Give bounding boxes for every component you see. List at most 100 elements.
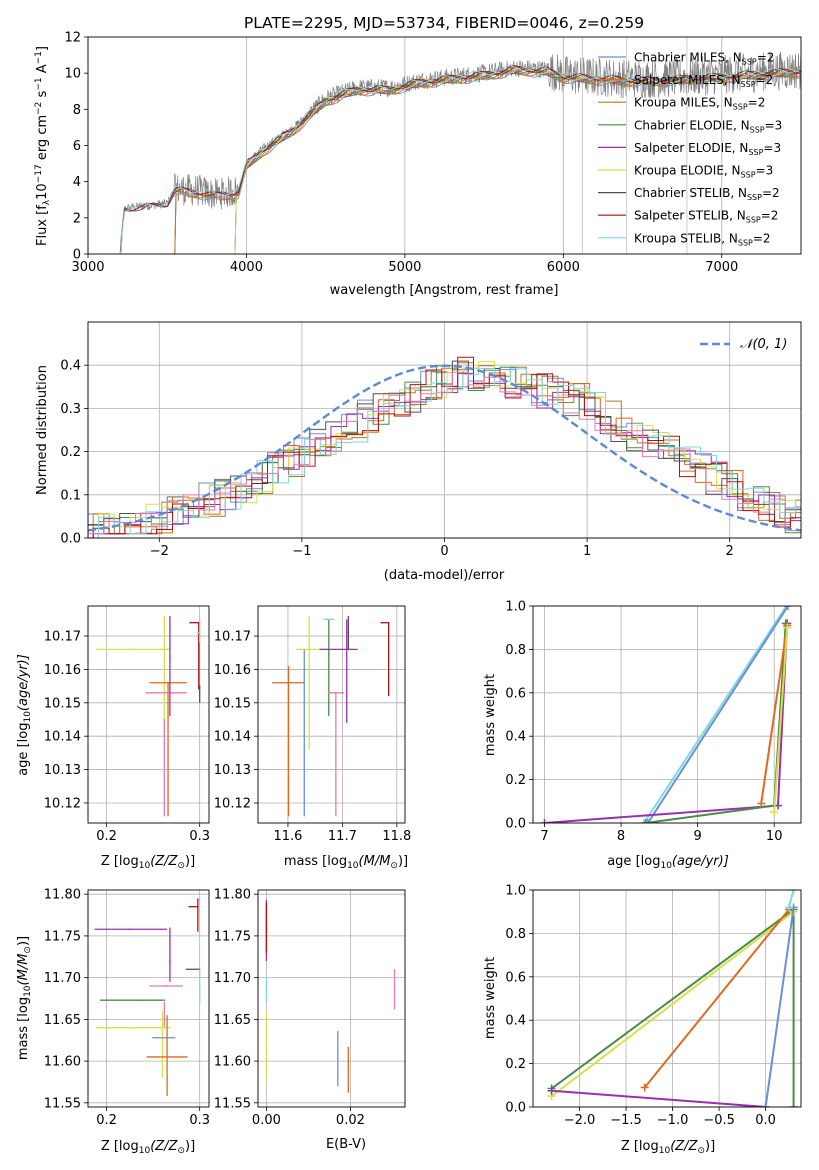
plot-area (547, 890, 798, 1107)
x-tick-label: 0.3 (189, 829, 210, 844)
residual-histogram-salpeter_elodie (92, 372, 801, 538)
y-tick-label: 11.55 (44, 1096, 81, 1111)
legend-label-post: =3 (765, 118, 783, 132)
data-point (265, 1043, 268, 1046)
plot-area (265, 900, 396, 1093)
spectrum-title: PLATE=2295, MJD=53734, FIBERID=0046, z=0… (244, 14, 644, 32)
y-tick-label: 10.14 (214, 730, 251, 745)
legend-label-sub: SSP (747, 193, 762, 202)
data-point (287, 681, 290, 684)
x-tick-label: 0.02 (336, 1113, 365, 1128)
mass-weight-line-salpeter_miles (643, 908, 790, 1089)
y-tick-label: 11.80 (44, 888, 81, 903)
data-point (169, 960, 171, 962)
data-point (129, 928, 131, 931)
y-tick-label: 11.60 (44, 1055, 81, 1070)
x-tick-label: −1 (292, 544, 311, 559)
x-tick-label: 2 (726, 544, 734, 559)
legend-label: Salpeter STELIB, NSSP=2 (634, 209, 778, 225)
mass-weight-marker (761, 1103, 770, 1107)
y-tick-label: 10.14 (44, 730, 81, 745)
x-tick-label: −1.0 (657, 1113, 689, 1128)
mwAge-ylabel: mass weight (483, 674, 498, 756)
x-tick-label: 5000 (388, 260, 421, 275)
data-point (198, 685, 201, 687)
axes-frame (87, 889, 210, 1108)
mass-weight-line-kroupa_elodie (550, 910, 795, 1097)
mass-weight-line-kroupa_elodie (773, 627, 789, 813)
y-tick-label: 0 (73, 248, 81, 263)
residual-histogram-salpeter_stelib (92, 356, 801, 538)
x-tick-label: 6000 (547, 260, 580, 275)
ageZ-xlabel: Z [log10(Z/Z⊙)] (101, 854, 195, 871)
mass-weight-line-kroupa_stelib (643, 606, 788, 823)
massZ-xlabel: Z [log10(Z/Z⊙)] (101, 1139, 195, 1156)
x-tick-label: −2 (150, 544, 169, 559)
y-tick-label: 0.6 (505, 970, 526, 985)
legend-label-sub: SSP (741, 80, 756, 89)
y-tick-label: 0.8 (505, 643, 526, 658)
axes-frame (87, 36, 802, 255)
plot-area (272, 616, 390, 817)
axes-frame (87, 321, 802, 539)
legend-label-sub: SSP (748, 148, 763, 157)
data-point (198, 993, 201, 996)
legend-label: Chabrier ELODIE, NSSP=3 (634, 118, 782, 134)
spectrum-plot: 3000 4000 5000 6000 7000 0 2 4 6 8 10 12 Chabrier MI… (64, 31, 802, 275)
y-tick-label: 10.12 (214, 796, 251, 811)
data-point (163, 648, 166, 651)
mass-weight-marker (640, 819, 649, 823)
data-point (265, 943, 268, 946)
mass-weight-marker (540, 819, 549, 823)
y-tick-label: 0.2 (60, 445, 81, 460)
legend-label-sub: SSP (741, 171, 756, 180)
mass-weight-marker (547, 1086, 556, 1095)
mass-weight-marker (640, 1083, 649, 1092)
y-tick-label: 1.0 (505, 600, 526, 615)
legend-label-post: =2 (756, 73, 774, 87)
y-tick-label: 0.6 (505, 686, 526, 701)
x-tick-label: 11.8 (382, 829, 411, 844)
x-tick-label: 11.6 (273, 829, 302, 844)
legend-label: Kroupa MILES, NSSP=2 (634, 96, 765, 112)
x-tick-label: 9 (693, 829, 701, 844)
x-tick-label: −1.5 (610, 1113, 642, 1128)
y-tick-label: 11.65 (214, 1013, 251, 1028)
x-tick-label: 7 (540, 829, 548, 844)
legend-label: Kroupa ELODIE, NSSP=3 (634, 164, 773, 180)
plot-area (96, 616, 201, 817)
data-point (165, 692, 167, 694)
legend-label-sub: SSP (742, 58, 757, 67)
data-point (161, 1026, 164, 1029)
legend-label-pre: Salpeter MILES, N (634, 73, 741, 87)
ageM-xlabel: mass [log10(M/M⊙)] (284, 854, 408, 871)
x-tick-label: 0 (440, 544, 448, 559)
spectrum-model-chabrier_stelib (119, 65, 801, 254)
legend-label-sub: SSP (738, 238, 753, 247)
data-point (132, 1026, 135, 1029)
y-tick-label: 0.4 (505, 1014, 526, 1029)
y-tick-label: 10.12 (44, 796, 81, 811)
y-tick-label: 8 (73, 103, 81, 118)
x-tick-label: 0.0 (755, 1113, 776, 1128)
x-tick-label: 0.00 (252, 1113, 281, 1128)
y-tick-label: 0.0 (505, 1101, 526, 1116)
mass-weight-line-salpeter_elodie (551, 1089, 766, 1107)
x-tick-label: 0.3 (189, 1113, 210, 1128)
mass-weight-marker (783, 623, 792, 632)
massweight-vs-metallicity-plot: −2.0 −1.5 −1.0 −0.5 0.0 0.0 0.2 0.4 0.6 0.8 1.0 (505, 884, 802, 1128)
legend-label-post: =2 (748, 96, 766, 110)
gaussian-curve (88, 364, 801, 532)
y-tick-label: 0.3 (60, 402, 81, 417)
plot-area (540, 606, 792, 823)
legend-label: Salpeter MILES, NSSP=2 (634, 73, 773, 89)
plot-area (94, 898, 201, 1097)
spectrum-model-kroupa_stelib (119, 65, 801, 254)
data-point (169, 655, 171, 657)
y-tick-label: 10.17 (44, 630, 81, 645)
data-point (165, 985, 167, 987)
mass-weight-marker (641, 819, 650, 823)
y-tick-label: 10.16 (44, 663, 81, 678)
y-tick-label: 0.2 (505, 773, 526, 788)
